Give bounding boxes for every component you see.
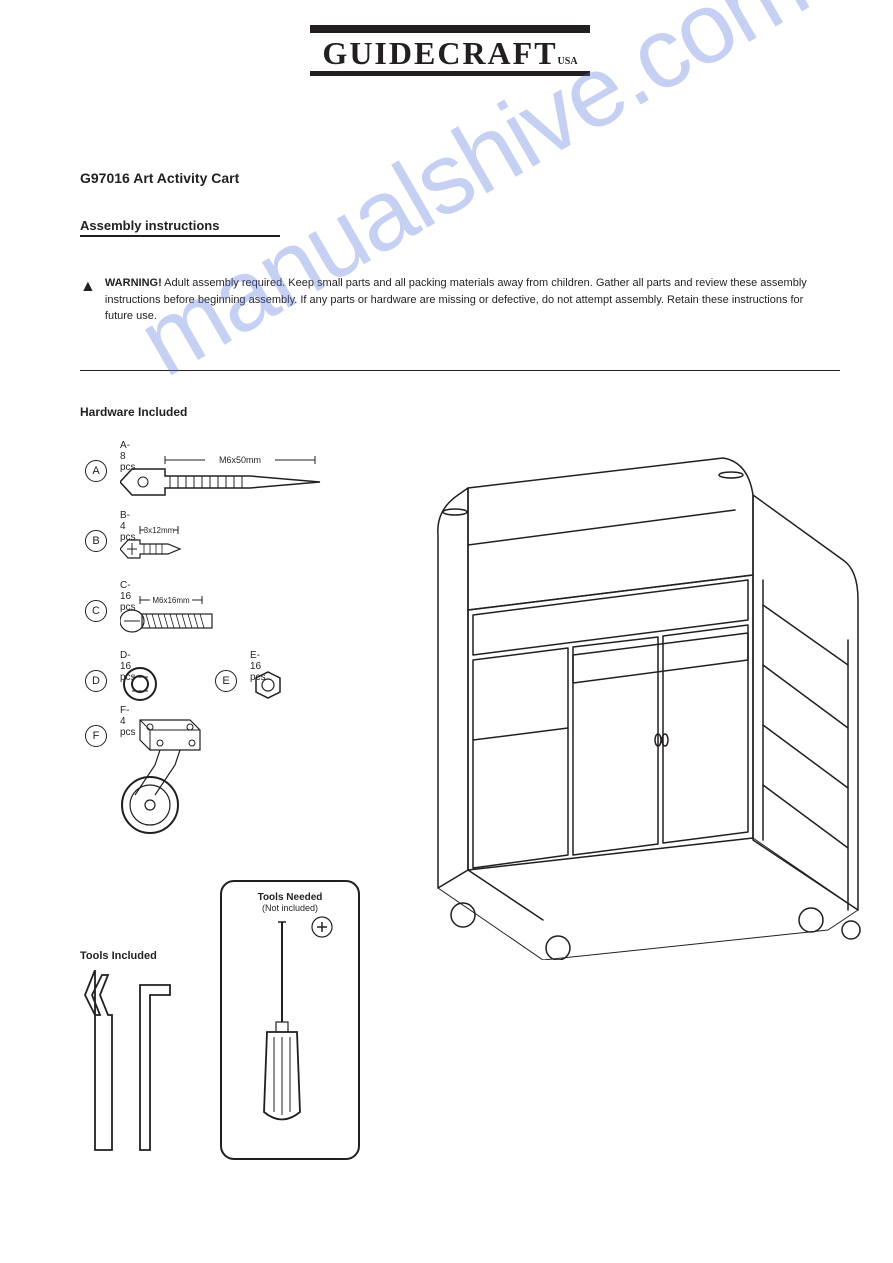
screw-b-icon: 3x12mm <box>120 524 240 564</box>
hw-letter-circle: F <box>85 725 107 747</box>
product-title: G97016 Art Activity Cart <box>80 170 239 186</box>
svg-text:M6x16mm: M6x16mm <box>152 596 190 605</box>
product-name: Art Activity Cart <box>133 170 239 186</box>
warning-title: WARNING! <box>105 277 162 289</box>
hardware-title: Hardware Included <box>80 405 187 419</box>
tools-included-icons <box>80 970 200 1170</box>
assembly-instructions-label: Assembly instructions <box>80 218 219 233</box>
hw-letter-circle: B <box>85 530 107 552</box>
bolt-a-icon: M6x50mm <box>120 454 340 504</box>
washer-d-icon <box>120 664 165 704</box>
warning-body: Adult assembly required. Keep small part… <box>105 277 807 322</box>
divider <box>80 370 840 371</box>
brand-name: GUIDECRAFT <box>322 35 557 71</box>
svg-text:3x12mm: 3x12mm <box>144 526 175 535</box>
brand-logo: GUIDECRAFTUSA <box>310 25 590 76</box>
product-illustration <box>413 440 873 960</box>
logo-bar <box>310 25 590 33</box>
caster-f-icon <box>120 715 230 845</box>
hw-letter-circle: A <box>85 460 107 482</box>
nut-e-icon <box>250 668 290 703</box>
underline <box>80 235 280 237</box>
warning-icon: ▲ <box>80 275 96 299</box>
hw-letter-circle: D <box>85 670 107 692</box>
brand-suffix: USA <box>558 56 578 67</box>
screw-c-icon: M6x16mm <box>120 594 270 639</box>
warning-block: ▲ WARNING! Adult assembly required. Keep… <box>80 275 840 325</box>
screwdriver-icon <box>222 912 362 1152</box>
tools-needed-title: Tools Needed <box>222 892 358 903</box>
logo-text: GUIDECRAFTUSA <box>310 33 590 71</box>
tools-needed-box: Tools Needed (Not included) <box>220 880 360 1160</box>
hw-letter-circle: E <box>215 670 237 692</box>
warning-text: WARNING! Adult assembly required. Keep s… <box>105 275 825 325</box>
tools-included-label: Tools Included <box>80 950 157 962</box>
logo-bar <box>310 71 590 76</box>
hw-letter-circle: C <box>85 600 107 622</box>
product-code: G97016 <box>80 170 130 186</box>
svg-text:M6x50mm: M6x50mm <box>219 455 261 465</box>
